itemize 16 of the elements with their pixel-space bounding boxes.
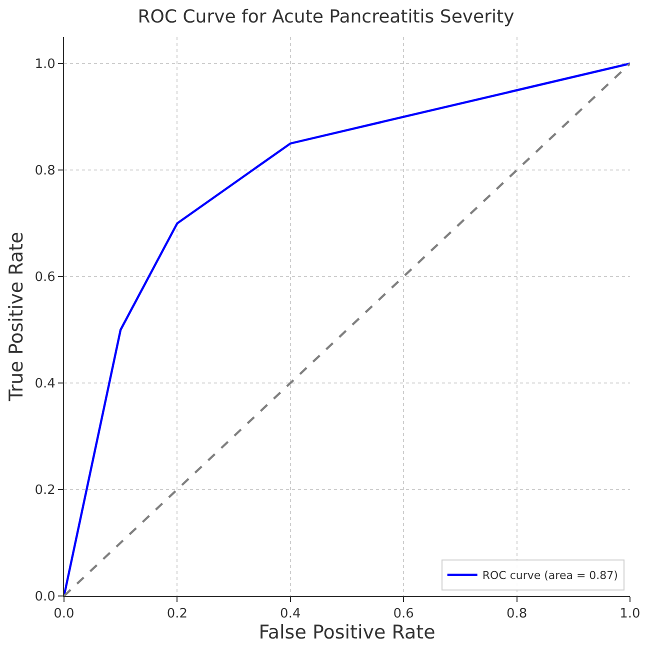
x-axis-title: False Positive Rate bbox=[258, 622, 436, 644]
x-tick-label: 0.2 bbox=[166, 606, 188, 622]
x-tick-label: 0.6 bbox=[393, 606, 414, 622]
y-axis-title: True Positive Rate bbox=[6, 232, 28, 402]
y-tick-label: 0.4 bbox=[34, 376, 56, 392]
y-tick-label: 1.0 bbox=[34, 57, 56, 72]
legend-label: ROC curve (area = 0.87) bbox=[482, 569, 618, 582]
y-tick-label: 0.8 bbox=[34, 164, 56, 179]
y-tick-label: 0.0 bbox=[34, 590, 56, 605]
x-tick-label: 0.8 bbox=[506, 606, 528, 622]
chart-title: ROC Curve for Acute Pancreatitis Severity bbox=[138, 6, 515, 28]
y-tick-label: 0.6 bbox=[34, 270, 56, 286]
y-tick-label: 0.2 bbox=[34, 483, 56, 498]
x-tick-label: 0.4 bbox=[280, 606, 301, 622]
x-tick-label: 1.0 bbox=[620, 606, 640, 622]
x-tick-label: 0.0 bbox=[54, 606, 74, 622]
